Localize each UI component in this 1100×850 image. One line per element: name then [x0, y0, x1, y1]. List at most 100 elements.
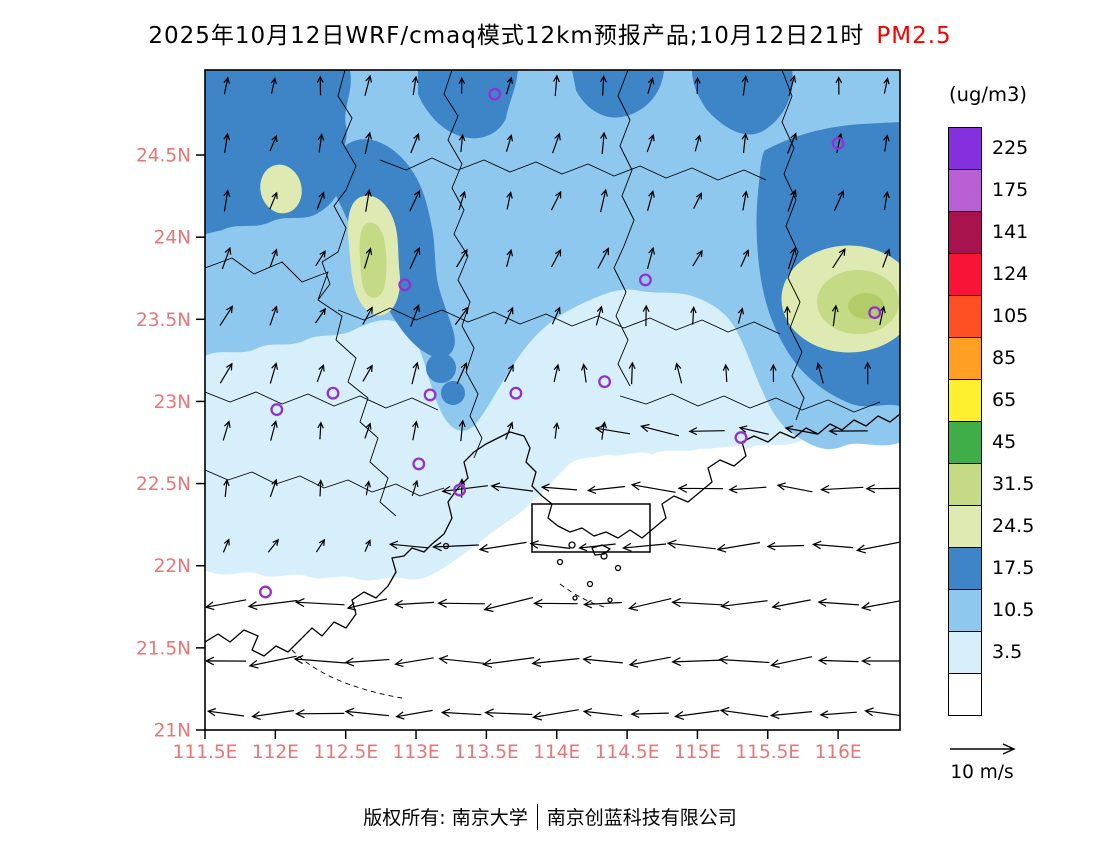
wind-arrow [787, 246, 797, 269]
colorbar-row: 85 [948, 337, 1034, 380]
wind-arrow [223, 478, 230, 497]
city-markers [259, 87, 882, 599]
wind-arrow [621, 542, 667, 552]
colorbar-level-label: 65 [992, 389, 1017, 411]
wind-arrow [269, 248, 278, 268]
wind-arrow [484, 708, 533, 718]
lat-tick-label: 24N [154, 228, 191, 249]
wind-arrow [582, 655, 623, 665]
lat-tick-label: 23.5N [136, 310, 191, 331]
wind-arrow [454, 306, 469, 325]
lat-tick-label: 21.5N [136, 638, 191, 659]
wind-arrow [722, 363, 730, 383]
colorbar-level-label: 175 [992, 179, 1029, 201]
lon-tick-label: 113E [393, 742, 440, 763]
wind-arrow [690, 306, 697, 325]
wind-arrow [432, 542, 479, 552]
colorbar-swatch [948, 589, 982, 632]
colorbar-level-label: 124 [992, 263, 1029, 285]
wind-arrow [578, 543, 616, 552]
wind-arrow [295, 709, 345, 719]
wind-arrow [855, 541, 900, 554]
wind-arrow [316, 75, 324, 96]
wind-arrow [205, 599, 247, 611]
wind-arrow [766, 542, 805, 551]
wind-arrow [483, 596, 534, 613]
colorbar-row: 10.5 [948, 589, 1034, 632]
admin-boundary-lines [205, 70, 881, 517]
wind-arrow [769, 710, 813, 720]
plot-title-species: PM2.5 [876, 23, 952, 49]
wind-arrow [718, 655, 770, 665]
wind-arrow [293, 655, 346, 665]
wind-arrow [647, 77, 655, 94]
city-marker [259, 585, 272, 599]
wind-arrow [223, 189, 231, 212]
colorbar-row: 105 [948, 295, 1034, 338]
wind-arrow [694, 134, 702, 152]
wind-arrow [344, 707, 390, 717]
wind-arrow [716, 541, 761, 553]
wind-arrow [582, 599, 623, 609]
wind-arrow [740, 249, 750, 267]
wind-arrow [674, 710, 720, 720]
lat-tick-label: 21N [154, 721, 191, 742]
copyright-divider [536, 803, 538, 830]
wind-arrow [586, 485, 626, 494]
wind-arrow [317, 421, 324, 440]
city-marker [638, 273, 652, 287]
wind-arrow [362, 306, 373, 325]
wind-arrow [882, 248, 891, 268]
wind-arrow [270, 420, 278, 441]
wind-arrow [269, 478, 278, 498]
colorbar-row: 225 [948, 127, 1034, 170]
colorbar-swatch [948, 337, 982, 380]
wind-arrow [883, 77, 890, 94]
city-marker [868, 306, 882, 320]
wind-arrow [828, 426, 868, 436]
wind-arrow [533, 598, 578, 608]
wind-arrow [344, 657, 390, 667]
colorbar-row [948, 673, 1034, 716]
wind-arrow [222, 538, 230, 553]
lon-tick-label: 112.5E [313, 742, 378, 763]
wind-arrow [771, 599, 811, 610]
wind-arrow [205, 656, 247, 666]
island-dot [614, 564, 622, 572]
wind-arrow [864, 361, 872, 385]
wind-arrow [835, 76, 843, 95]
wind-arrow [482, 657, 535, 668]
colorbar-swatch [948, 253, 982, 296]
wind-arrow [553, 363, 560, 383]
wind-arrow [223, 132, 231, 154]
plot-frame [204, 69, 901, 731]
wind-arrow [741, 132, 749, 154]
city-marker [270, 403, 284, 417]
wind-arrow [315, 250, 326, 267]
wind-arrow [315, 538, 326, 553]
colorbar-level-label: 225 [992, 137, 1029, 159]
dark-blue-spot [441, 381, 465, 405]
wind-arrow [505, 421, 514, 440]
dark-blue-spot [426, 353, 456, 383]
wind-arrow [820, 484, 864, 494]
wind-arrow [865, 484, 900, 494]
wind-arrow [409, 246, 421, 270]
olive-inner-core [848, 293, 884, 319]
wind-arrow [677, 483, 724, 493]
wind-arrow [553, 421, 560, 439]
wind-arrow [531, 709, 579, 721]
coastline-path [205, 413, 900, 657]
city-marker [453, 483, 467, 497]
wind-arrow [219, 362, 233, 384]
city-marker [398, 278, 412, 292]
wind-arrow [833, 189, 845, 212]
wind-arrow [597, 247, 610, 269]
wind-arrow [456, 362, 468, 384]
wind-arrow [784, 425, 818, 435]
wind-arrow [671, 657, 723, 667]
wind-arrow [269, 362, 278, 384]
lat-tick-label: 22N [154, 556, 191, 577]
wind-arrow [628, 656, 671, 668]
